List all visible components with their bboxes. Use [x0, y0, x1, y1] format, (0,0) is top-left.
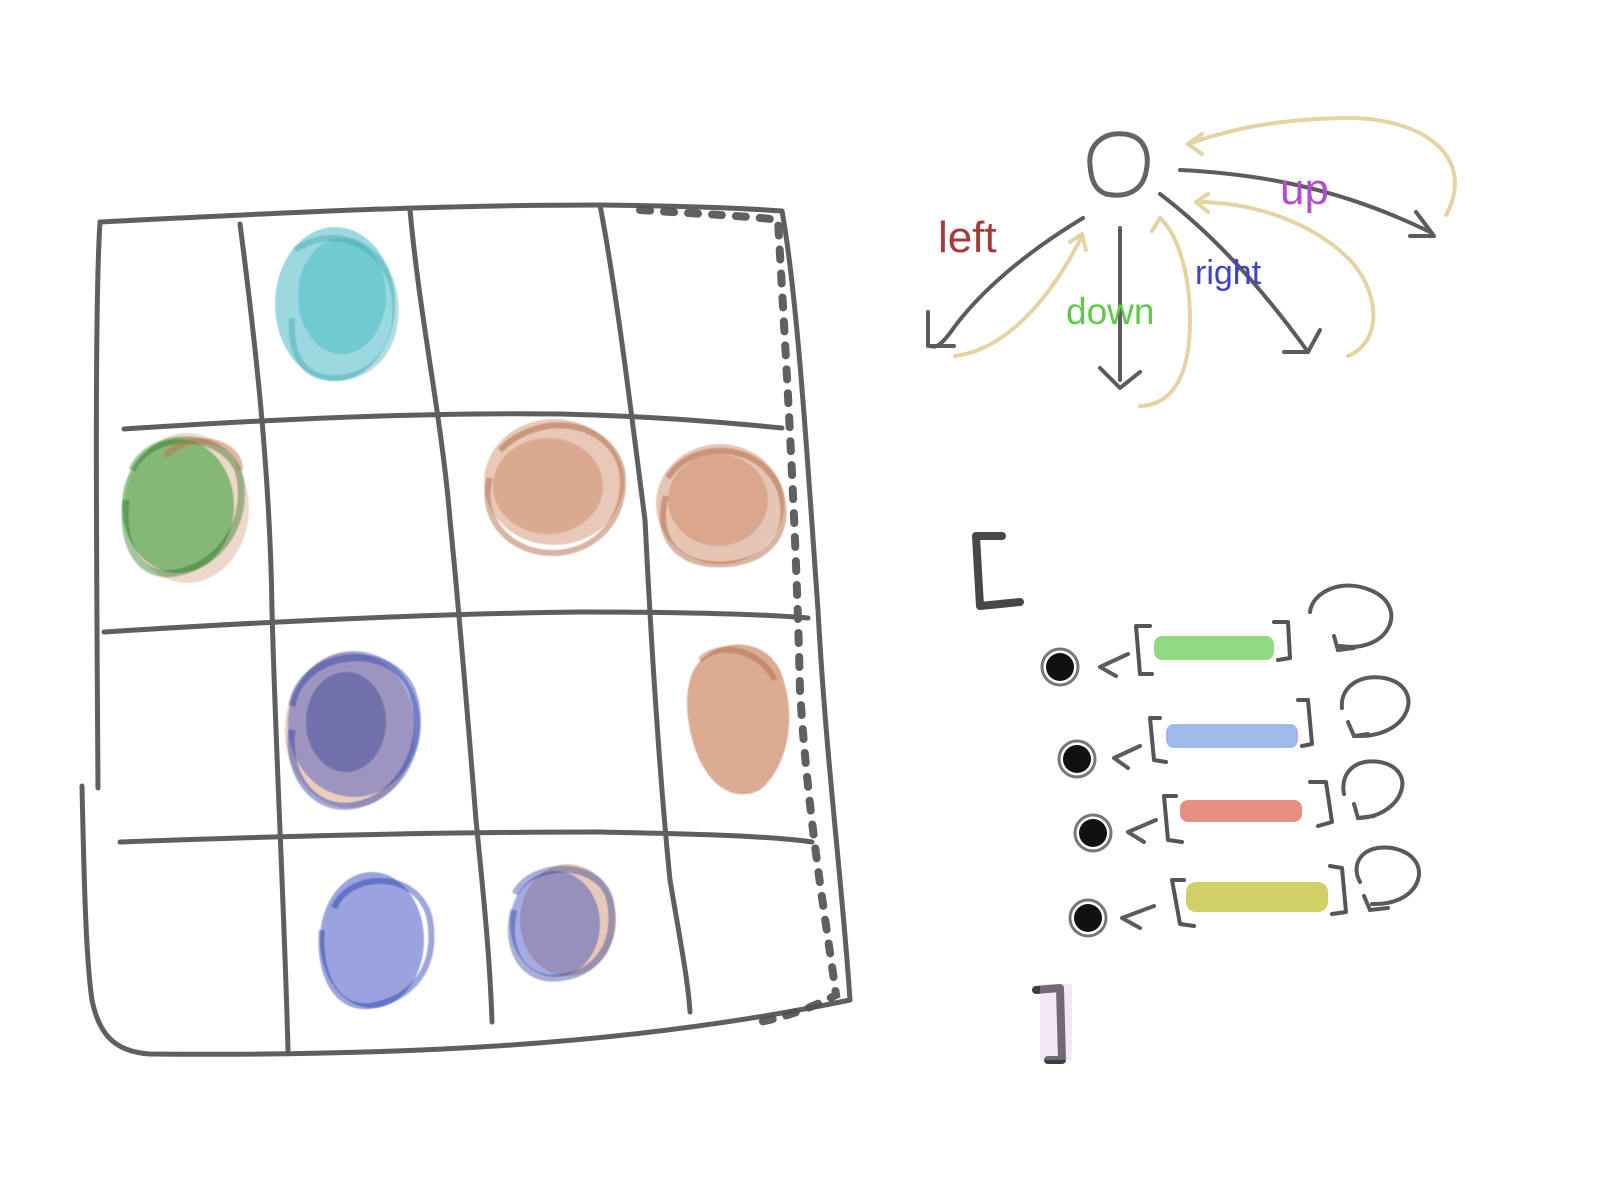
- grid-blobs: [121, 227, 790, 1010]
- queue-arrow-4: [1120, 904, 1156, 930]
- queue-item-red: [1180, 800, 1302, 822]
- agent-node: [1087, 131, 1150, 198]
- outer-close-bracket-shadow: [1040, 984, 1072, 1060]
- queue-item-blue: [1166, 724, 1298, 748]
- grid-top-border: [97, 202, 785, 225]
- grid-row-line-2: [101, 609, 811, 635]
- direction-label-right: right: [1195, 254, 1262, 292]
- grid-row-line-1: [121, 411, 785, 432]
- loop-arrow-2: [1339, 675, 1411, 739]
- up-arrow: [1178, 168, 1432, 234]
- left-arrowhead: [926, 310, 956, 348]
- outer-close-bracket: [1032, 984, 1066, 1064]
- token-dot-3: [1079, 819, 1107, 847]
- queue-row-2: [1057, 675, 1411, 779]
- outer-open-bracket: [972, 532, 1024, 610]
- orange-blob-3: [687, 644, 790, 795]
- direction-label-up: up: [1280, 165, 1329, 214]
- queue-row-3: [1073, 759, 1405, 853]
- queue-row-4: [1068, 845, 1421, 938]
- up-return-arrowhead: [1186, 132, 1204, 156]
- right-arrow: [1158, 192, 1310, 354]
- down-return-arrow: [1138, 216, 1192, 408]
- item-bracket-close-1: [1272, 620, 1292, 662]
- item-bracket-close-2: [1296, 698, 1314, 748]
- item-bracket-open-3: [1162, 794, 1184, 844]
- down-return-arrowhead: [1150, 216, 1172, 233]
- grid-col-line-1: [237, 221, 291, 1053]
- down-arrowhead: [1098, 366, 1142, 390]
- orange-blob-1: [484, 419, 627, 557]
- direction-diagram: left down right up: [926, 115, 1457, 408]
- queue-item-yellow: [1186, 882, 1328, 912]
- direction-label-down: down: [1066, 291, 1154, 332]
- up-arrowhead: [1408, 210, 1436, 238]
- item-bracket-open-2: [1148, 716, 1168, 764]
- grid-col-line-2: [407, 207, 495, 1025]
- right-return-arrowhead: [1194, 192, 1210, 214]
- grid-outer-left-bottom: [79, 783, 853, 1057]
- grid-col-line-3: [597, 202, 693, 1015]
- queue-item-green: [1154, 636, 1274, 660]
- direction-label-left: left: [938, 213, 997, 262]
- left-return-arrowhead: [1068, 232, 1088, 252]
- left-return-arrow: [953, 234, 1084, 358]
- queue-row-1: [1040, 583, 1394, 687]
- item-bracket-open-4: [1170, 878, 1196, 928]
- item-bracket-close-3: [1308, 780, 1334, 828]
- token-dot-1: [1046, 653, 1074, 681]
- cyan-blob: [275, 227, 399, 382]
- queue-arrow-3: [1126, 818, 1158, 844]
- queue-arrow-2: [1112, 744, 1142, 770]
- grid-right-border: [779, 208, 853, 1003]
- grid-row-line-3: [117, 829, 815, 845]
- token-dot-2: [1063, 745, 1091, 773]
- grid-outer-left-top: [93, 219, 103, 791]
- loop-arrow-3: [1341, 759, 1405, 820]
- green-orange-blob: [121, 433, 249, 583]
- loop-arrow-1: [1308, 583, 1394, 649]
- up-return-arrow: [1186, 115, 1457, 217]
- orange-blob-2: [656, 444, 787, 568]
- item-bracket-open-1: [1134, 624, 1154, 676]
- queue-arrow-1: [1098, 652, 1130, 678]
- item-bracket-close-4: [1328, 864, 1348, 916]
- loop-arrow-4: [1354, 845, 1421, 907]
- token-dot-4: [1074, 904, 1102, 932]
- blue-orange-blob: [285, 651, 421, 810]
- queue-sketch: [972, 532, 1421, 1064]
- blue-orange-blob-2: [507, 864, 616, 982]
- right-return-arrow: [1194, 200, 1376, 358]
- grid-board: [79, 202, 853, 1057]
- grid-right-shadow: [636, 206, 841, 1026]
- right-arrowhead: [1282, 328, 1322, 354]
- blue-blob: [318, 872, 435, 1010]
